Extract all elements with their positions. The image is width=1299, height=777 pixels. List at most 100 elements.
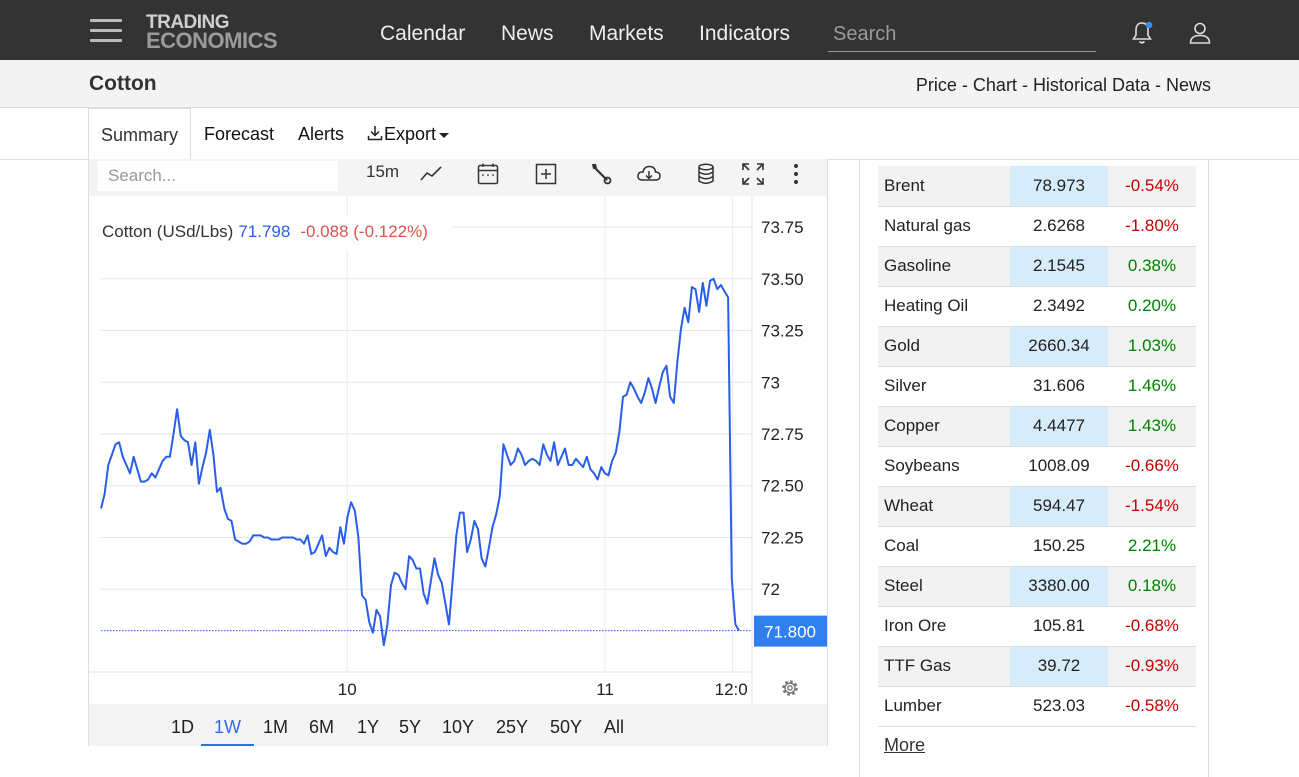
commodity-name[interactable]: Steel (878, 566, 1010, 607)
range-1w[interactable]: 1W (201, 717, 254, 746)
commodity-change: 2.21% (1108, 526, 1196, 567)
commodity-name[interactable]: Lumber (878, 686, 1010, 727)
commodity-name[interactable]: Brent (878, 166, 1010, 207)
commodity-change: -0.68% (1108, 606, 1196, 647)
breadcrumb-separator: - (956, 75, 973, 95)
y-tick-label: 72.50 (761, 477, 804, 496)
commodity-change: 0.20% (1108, 286, 1196, 327)
commodity-name[interactable]: Natural gas (878, 206, 1010, 247)
range-1d[interactable]: 1D (171, 717, 195, 737)
commodities-table: Brent 78.973 -0.54% Natural gas 2.6268 -1.80%… (878, 166, 1196, 727)
table-row[interactable]: Coal 150.25 2.21% (878, 526, 1196, 567)
commodity-name[interactable]: Gasoline (878, 246, 1010, 287)
calendar-icon[interactable] (475, 161, 501, 187)
tab-summary[interactable]: Summary (88, 108, 192, 161)
commodity-name[interactable]: Soybeans (878, 446, 1010, 487)
range-all[interactable]: All (604, 717, 625, 737)
commodity-name[interactable]: TTF Gas (878, 646, 1010, 687)
table-row[interactable]: Soybeans 1008.09 -0.66% (878, 446, 1196, 487)
commodity-change: 1.03% (1108, 326, 1196, 367)
database-icon[interactable] (693, 161, 719, 187)
breadcrumb-price[interactable]: Price (915, 75, 957, 95)
breadcrumb-news[interactable]: News (1165, 75, 1211, 95)
page-header: Cotton Price - Chart - Historical Data -… (0, 60, 1299, 108)
chart-grid (101, 226, 752, 590)
commodity-price: 78.973 (1010, 166, 1108, 207)
tab-export-label: Export (384, 124, 437, 144)
x-tick-label: 10 (338, 680, 357, 699)
table-row[interactable]: Natural gas 2.6268 -1.80% (878, 206, 1196, 247)
download-cloud-icon[interactable] (636, 161, 662, 187)
commodity-price: 1008.09 (1010, 446, 1108, 487)
tab-alerts[interactable]: Alerts (298, 124, 345, 144)
chart-change: -0.088 (-0.122%) (300, 222, 428, 241)
chart-series-name: Cotton (USd/Lbs) (102, 222, 233, 241)
logo-line-1: TRADING (146, 12, 230, 33)
price-chart[interactable]: 71.800 73.7573.5073.257372.7572.5072.257… (89, 196, 827, 704)
fullscreen-icon[interactable] (740, 161, 766, 187)
compare-plus-icon[interactable] (533, 161, 559, 187)
commodity-change: 1.43% (1108, 406, 1196, 447)
commodity-price: 31.606 (1010, 366, 1108, 407)
commodity-change: -0.93% (1108, 646, 1196, 687)
user-icon[interactable] (1187, 20, 1213, 46)
nav-calendar[interactable]: Calendar (380, 22, 466, 45)
chart-toolbar: 15m (89, 159, 827, 196)
breadcrumb-historical-data[interactable]: Historical Data (1032, 75, 1150, 95)
wrench-icon[interactable] (588, 161, 614, 187)
y-tick-label: 72.75 (761, 425, 804, 444)
y-tick-label: 72.25 (761, 528, 804, 547)
gear-icon[interactable] (782, 680, 798, 696)
tab-export[interactable]: Export (366, 108, 450, 160)
commodity-price: 39.72 (1010, 646, 1108, 687)
bell-icon[interactable] (1129, 20, 1155, 46)
commodity-name[interactable]: Iron Ore (878, 606, 1010, 647)
table-row[interactable]: Wheat 594.47 -1.54% (878, 486, 1196, 527)
commodity-name[interactable]: Silver (878, 366, 1010, 407)
more-link[interactable]: More (884, 735, 926, 755)
breadcrumb-chart[interactable]: Chart (972, 75, 1017, 95)
table-row[interactable]: Silver 31.606 1.46% (878, 366, 1196, 407)
commodity-price: 105.81 (1010, 606, 1108, 647)
nav-markets[interactable]: Markets (589, 22, 664, 45)
nav-indicators[interactable]: Indicators (699, 22, 791, 45)
chart-search-input[interactable] (98, 161, 338, 191)
table-row[interactable]: Heating Oil 2.3492 0.20% (878, 286, 1196, 327)
breadcrumb-separator: - (1016, 75, 1033, 95)
table-row[interactable]: Brent 78.973 -0.54% (878, 166, 1196, 207)
breadcrumb: Price - Chart - Historical Data - News (916, 75, 1211, 96)
more-vertical-icon[interactable] (783, 161, 809, 187)
commodity-name[interactable]: Copper (878, 406, 1010, 447)
page-title: Cotton (89, 72, 157, 95)
tab-forecast[interactable]: Forecast (204, 124, 275, 144)
nav-news[interactable]: News (501, 22, 554, 45)
commodity-change: 0.38% (1108, 246, 1196, 287)
commodity-name[interactable]: Wheat (878, 486, 1010, 527)
table-row[interactable]: Copper 4.4477 1.43% (878, 406, 1196, 447)
trading-economics-logo[interactable]: TRADING ECONOMICS (146, 12, 278, 52)
table-row[interactable]: Gold 2660.34 1.03% (878, 326, 1196, 367)
commodity-name[interactable]: Coal (878, 526, 1010, 567)
commodity-name[interactable]: Gold (878, 326, 1010, 367)
range-1m[interactable]: 1M (263, 717, 289, 737)
table-row[interactable]: Steel 3380.00 0.18% (878, 566, 1196, 607)
breadcrumb-separator: - (1149, 75, 1166, 95)
table-row[interactable]: Lumber 523.03 -0.58% (878, 686, 1196, 727)
line-chart-icon[interactable] (418, 161, 444, 187)
y-tick-label: 72 (761, 580, 780, 599)
range-1y[interactable]: 1Y (357, 717, 380, 737)
interval-selector[interactable]: 15m (366, 162, 400, 181)
table-row[interactable]: Gasoline 2.1545 0.38% (878, 246, 1196, 287)
y-axis-ticks: 73.75 73.50 73.25 73 72.75 72.50 72.25 72 (761, 218, 804, 599)
range-25y[interactable]: 25Y (496, 717, 529, 737)
table-row[interactable]: Iron Ore 105.81 -0.68% (878, 606, 1196, 647)
commodity-name[interactable]: Heating Oil (878, 286, 1010, 327)
search-input[interactable] (828, 18, 1096, 52)
range-10y[interactable]: 10Y (442, 717, 475, 737)
table-row[interactable]: TTF Gas 39.72 -0.93% (878, 646, 1196, 687)
range-5y[interactable]: 5Y (399, 717, 422, 737)
range-6m[interactable]: 6M (309, 717, 335, 737)
hamburger-icon[interactable] (90, 19, 122, 43)
y-tick-label: 73.75 (761, 218, 804, 237)
range-50y[interactable]: 50Y (550, 717, 583, 737)
